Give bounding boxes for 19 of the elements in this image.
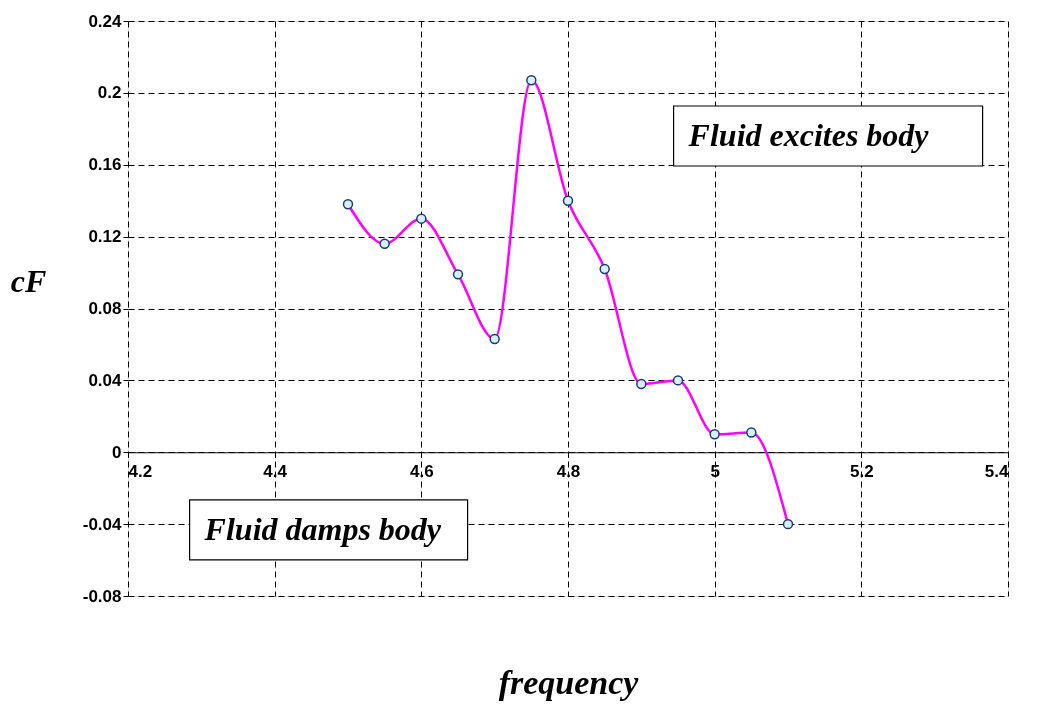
x-axis-title: frequency — [498, 663, 640, 701]
x-tick-label: 4.2 — [128, 461, 153, 481]
y-tick-label: 0.12 — [88, 227, 122, 247]
x-tick-label: 4.8 — [556, 461, 581, 481]
y-tick-label: -0.04 — [82, 514, 123, 534]
y-axis-title: cF — [10, 263, 47, 299]
x-tick-label: 4.4 — [263, 461, 288, 481]
annotation: Fluid damps body — [203, 510, 442, 547]
y-tick-label: -0.08 — [82, 586, 122, 606]
y-tick-label: 0.24 — [88, 11, 123, 31]
annotation: Fluid excites body — [687, 117, 930, 153]
x-tick-label: 5.2 — [850, 461, 874, 481]
y-tick-label: 0.16 — [88, 155, 122, 175]
y-tick-label: 0 — [112, 442, 122, 462]
y-tick-label: 0.08 — [88, 299, 122, 318]
x-tick-label: 4.6 — [410, 461, 434, 481]
y-tick-label: 0.04 — [88, 370, 123, 390]
x-tick-label: 5.4 — [984, 461, 1010, 481]
y-tick-label: 0.2 — [97, 83, 122, 103]
